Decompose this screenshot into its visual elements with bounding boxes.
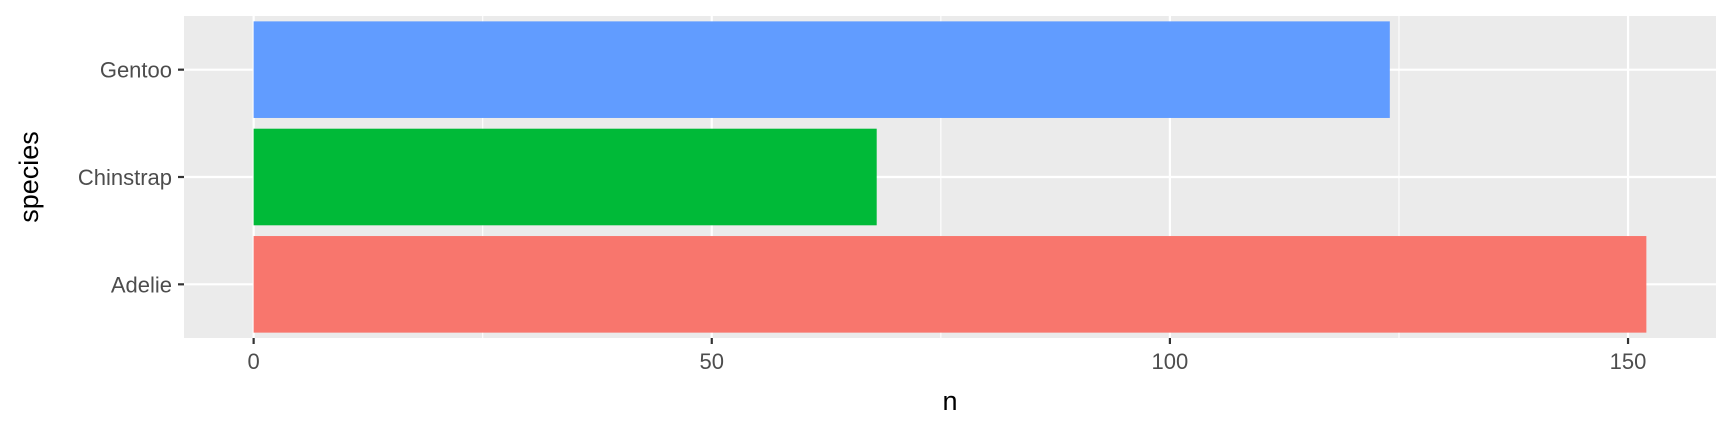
y-tick-label: Adelie xyxy=(111,272,172,297)
y-tick-label: Chinstrap xyxy=(78,165,172,190)
bar-gentoo xyxy=(253,21,1390,118)
x-axis-title: n xyxy=(942,386,957,416)
x-tick-label: 50 xyxy=(700,349,724,374)
x-axis: 0 50 100 150 xyxy=(248,338,1647,374)
x-tick-label: 100 xyxy=(1152,349,1189,374)
y-axis: Adelie Chinstrap Gentoo xyxy=(78,58,184,297)
x-tick-label: 0 xyxy=(248,349,260,374)
y-axis-title: species xyxy=(14,131,44,223)
x-tick-label: 150 xyxy=(1610,349,1647,374)
bar-chinstrap xyxy=(253,128,877,226)
y-tick-label: Gentoo xyxy=(100,58,172,83)
bar-adelie xyxy=(253,236,1647,333)
bars xyxy=(253,21,1647,333)
